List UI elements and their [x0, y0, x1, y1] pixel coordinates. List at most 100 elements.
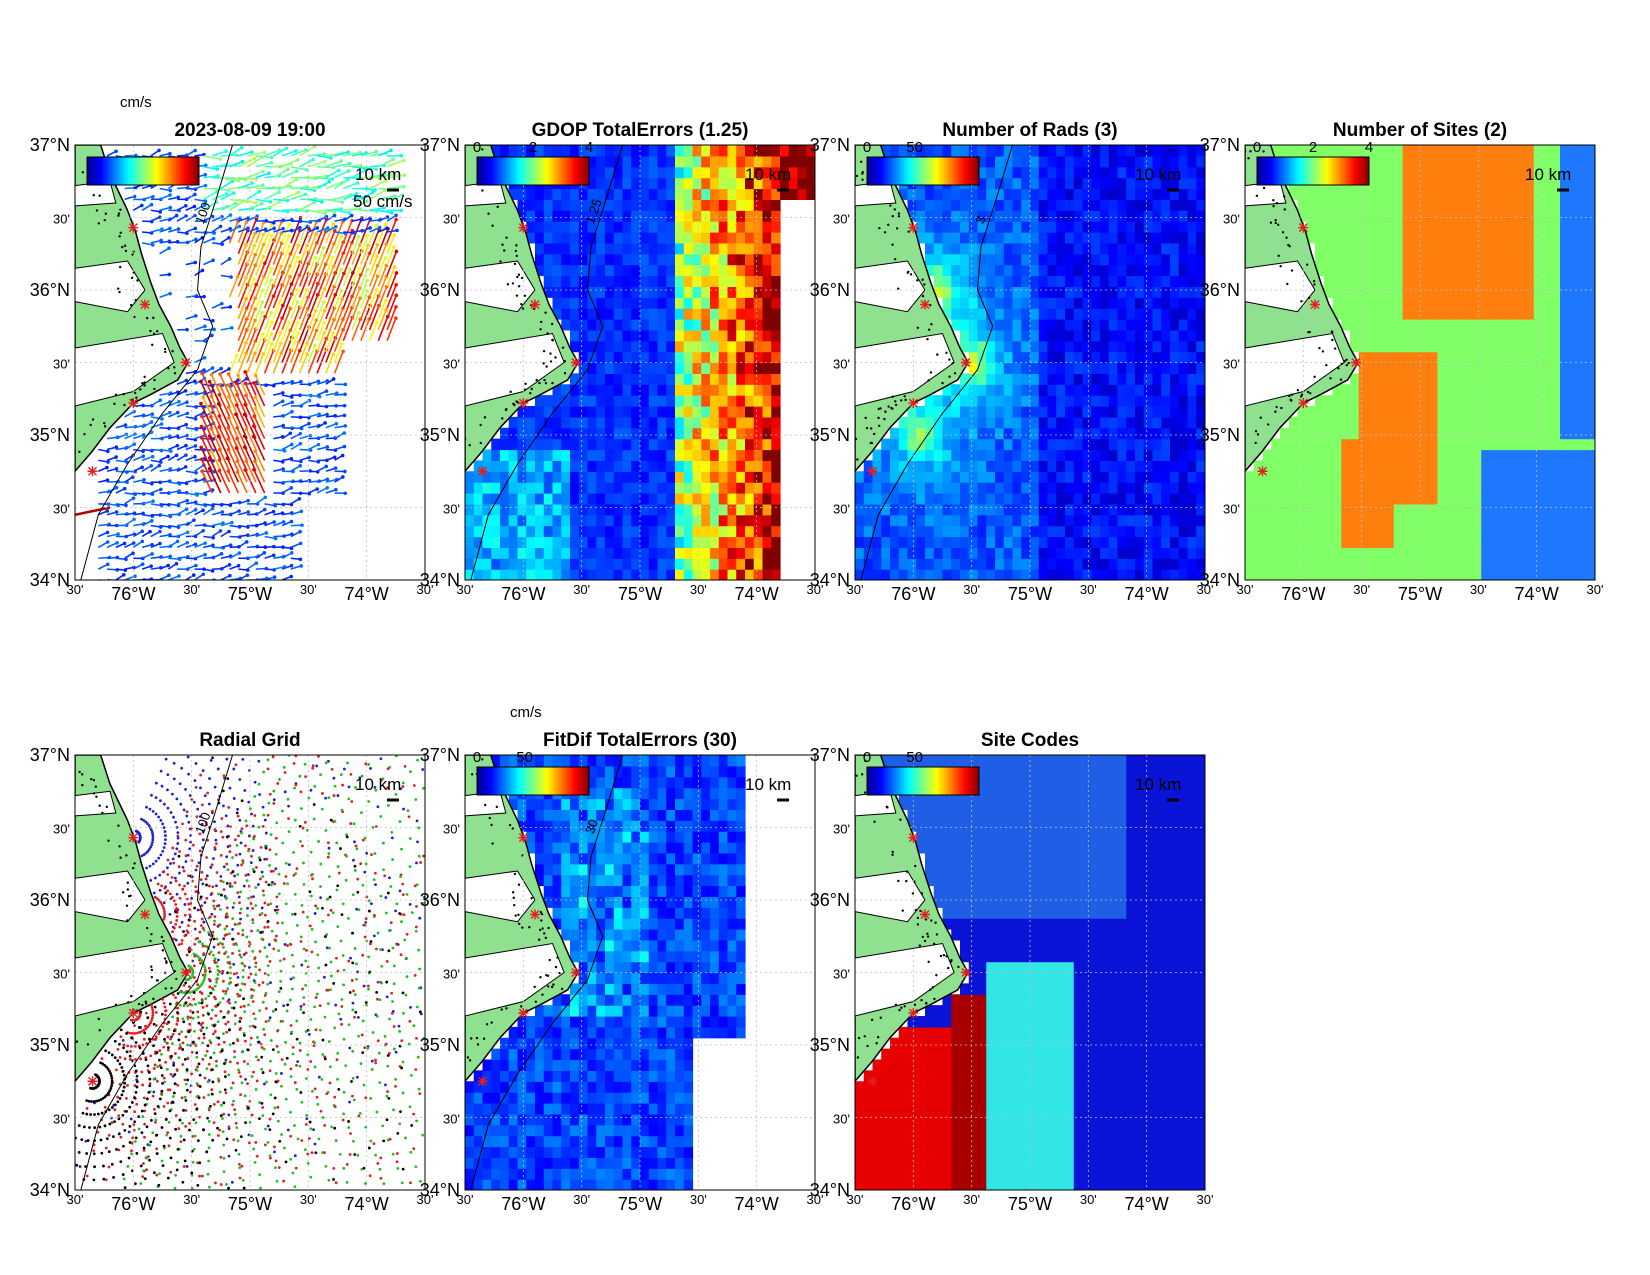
current-vector [351, 195, 366, 201]
current-vector [219, 449, 231, 472]
site-marker [87, 1076, 98, 1087]
current-vector [342, 242, 353, 265]
current-vector [201, 470, 213, 494]
current-vector [360, 244, 370, 265]
current-vector [220, 214, 231, 222]
current-vector [115, 447, 127, 451]
current-vector [299, 399, 310, 407]
current-vector [255, 339, 266, 363]
lon-tick-label: 30' [963, 1192, 980, 1207]
lat-tick-label: 30' [833, 502, 850, 517]
site-marker [920, 909, 930, 920]
current-vector [386, 284, 397, 309]
colorbar-tick: 50 [906, 749, 923, 766]
site-marker [128, 1008, 139, 1019]
current-vector [220, 202, 236, 211]
current-vector [219, 373, 231, 396]
current-vector [351, 244, 361, 265]
current-vector [281, 178, 297, 190]
site-marker [1298, 398, 1309, 409]
current-vector [316, 288, 326, 309]
lat-tick-label: 30' [833, 967, 850, 982]
current-vector [227, 373, 240, 396]
current-vector [290, 426, 302, 430]
lon-tick-label: 30' [183, 1192, 200, 1207]
site-marker [908, 1008, 919, 1019]
current-vector [298, 342, 308, 363]
lat-tick-label: 34°N [420, 570, 460, 590]
current-vector [255, 234, 265, 255]
colorbar-tick: 0 [473, 139, 481, 156]
current-vector [106, 542, 118, 549]
current-vector [168, 490, 180, 494]
lat-tick-label: 30' [53, 502, 70, 517]
current-vector [246, 203, 263, 211]
current-vector [228, 384, 240, 407]
current-vector [200, 381, 213, 407]
current-vector [377, 228, 389, 255]
current-vector [316, 332, 326, 352]
current-vector [167, 540, 178, 549]
colorbar-tick: 50 [516, 749, 533, 766]
scale-bar-label: 10 km [355, 775, 401, 794]
current-vector [281, 253, 292, 276]
colorbar-tick: 2 [529, 139, 537, 156]
lat-tick-label: 35°N [1200, 425, 1240, 445]
current-vector [290, 165, 307, 171]
current-vector [263, 279, 273, 298]
current-vector [208, 381, 222, 407]
current-vector [369, 226, 381, 233]
scale-bar-label: 10 km [1525, 165, 1571, 184]
current-vector [272, 342, 282, 363]
current-vector [253, 382, 266, 407]
current-vector [203, 175, 219, 179]
lat-tick-label: 30' [53, 212, 70, 227]
current-vector [244, 371, 257, 396]
current-vector [325, 225, 337, 233]
current-vector [168, 481, 180, 485]
lat-tick-label: 30' [53, 357, 70, 372]
current-vector [229, 160, 243, 168]
current-vector [141, 455, 153, 462]
panel-site-codes: 37°N30'36°N30'35°N30'34°N30' 76°W 30' 75°W 3… [810, 730, 1214, 1214]
lat-tick-label: 35°N [810, 425, 850, 445]
current-vector [369, 189, 386, 201]
current-vector [141, 195, 154, 201]
current-vector [378, 209, 392, 214]
current-vector [325, 223, 335, 244]
current-vector [307, 345, 316, 363]
lat-tick-label: 30' [833, 822, 850, 837]
current-vector [246, 156, 263, 168]
panel-title: Site Codes [981, 730, 1079, 751]
current-vector [245, 395, 257, 418]
colorbar [476, 766, 590, 796]
current-vector [255, 301, 264, 320]
colorbar [866, 156, 980, 186]
current-vector [263, 235, 273, 255]
current-vector [281, 170, 297, 179]
site-marker [920, 299, 930, 310]
current-vector [281, 349, 292, 374]
current-vector [333, 235, 343, 255]
current-vector [237, 221, 248, 244]
current-vector [141, 553, 153, 559]
colorbar-unit: cm/s [510, 704, 542, 721]
current-vector [343, 164, 361, 168]
current-vector [272, 242, 283, 265]
site-marker [530, 909, 540, 920]
current-vector [308, 209, 326, 215]
axes-frame [1244, 144, 1596, 581]
current-vector [264, 535, 276, 540]
current-vector [351, 152, 367, 157]
current-vector [368, 289, 378, 309]
current-vector [386, 251, 398, 276]
current-vector [244, 383, 257, 407]
current-vector [281, 191, 299, 201]
lat-tick-label: 34°N [1200, 570, 1240, 590]
current-vector [133, 434, 144, 440]
current-vector [264, 191, 280, 201]
current-vector [220, 180, 234, 190]
current-vector [333, 351, 344, 374]
